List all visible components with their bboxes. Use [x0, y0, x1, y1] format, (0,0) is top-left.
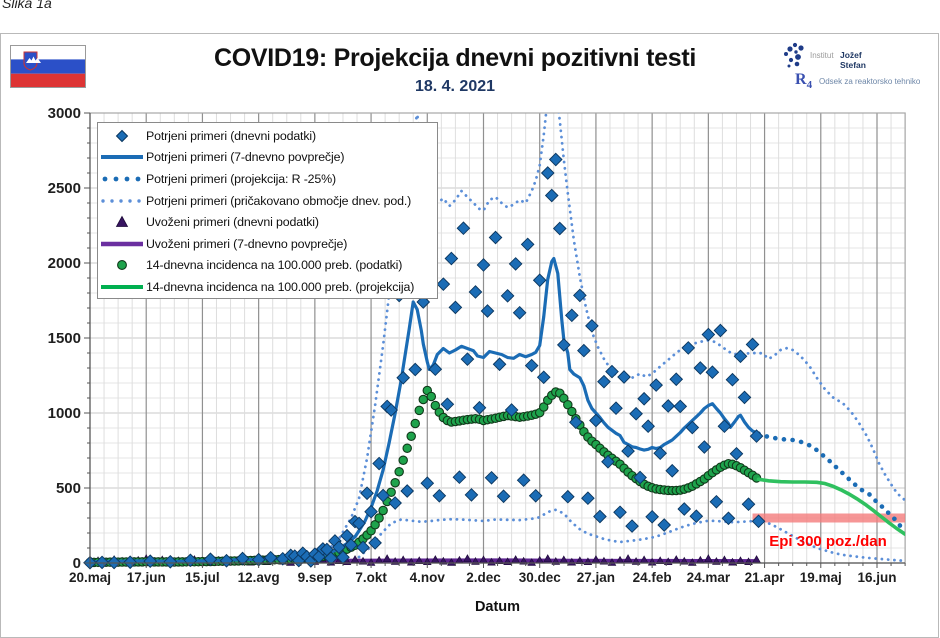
- ijs-name-label: Jožef Stefan: [840, 50, 866, 70]
- legend-item: Potrjeni primeri (dnevni podatki): [98, 125, 437, 147]
- y-tick-label: 0: [73, 555, 81, 572]
- legend-item: 14-dnevna incidenca na 100.000 preb. (pr…: [98, 276, 437, 298]
- chart-title: COVID19: Projekcija dnevni pozitivni tes…: [214, 44, 696, 72]
- chart-date: 18. 4. 2021: [414, 78, 496, 95]
- x-tick-label: 24.mar: [687, 570, 731, 585]
- coat-of-arms-icon: [23, 51, 41, 71]
- legend-item-label: Potrjeni primeri (dnevni podatki): [146, 128, 316, 143]
- legend-symbol-dots-bold-icon: [98, 172, 146, 186]
- legend-symbol-line-icon: [98, 280, 146, 294]
- y-tick-label: 1000: [48, 405, 81, 422]
- x-tick-label: 27.jan: [577, 570, 615, 585]
- x-axis-title: Datum: [474, 599, 521, 615]
- x-tick-label: 20.maj: [69, 570, 111, 585]
- legend-item-label: 14-dnevna incidenca na 100.000 preb. (po…: [146, 258, 403, 273]
- y-tick-label: 2500: [48, 180, 81, 197]
- legend-symbol-diamond-icon: [98, 129, 146, 143]
- ijs-dots-icon: [784, 42, 804, 68]
- x-tick-label: 15.jul: [185, 570, 220, 585]
- confirmed-avg-line: [90, 256, 760, 563]
- chart-legend: Potrjeni primeri (dnevni podatki) Potrjen…: [97, 122, 438, 299]
- legend-item: Potrjeni primeri (7-dnevno povprečje): [98, 147, 437, 169]
- x-tick-label: 30.dec: [519, 570, 562, 585]
- legend-item-label: Uvoženi primeri (dnevni podatki): [146, 215, 319, 230]
- axes: 0 500 1000 1500 2000 2500 3000 20.maj 17.jun 15.j…: [48, 105, 906, 585]
- legend-symbol-line-icon: [98, 150, 146, 164]
- legend-item-label: Potrjeni primeri (pričakovano območje dn…: [146, 193, 412, 208]
- figure-caption: Slika 1a: [2, 0, 52, 11]
- confirmed-daily-diamonds: [83, 152, 766, 570]
- expected-range-lines: [325, 113, 906, 563]
- ijs-institute-label: Institut: [810, 51, 834, 60]
- legend-symbol-triangle-icon: [98, 215, 146, 229]
- x-tick-label: 24.feb: [633, 570, 672, 585]
- legend-item-label: Potrjeni primeri (projekcija: R -25%): [146, 171, 337, 186]
- x-tick-label: 12.avg: [238, 570, 280, 585]
- x-tick-label: 19.maj: [800, 570, 842, 585]
- x-tick-label: 4.nov: [410, 570, 446, 585]
- legend-item-label: Potrjeni primeri (7-dnevno povprečje): [146, 150, 345, 165]
- slovenia-flag-icon: [10, 45, 86, 88]
- legend-symbol-dots-thin-icon: [98, 194, 146, 208]
- r4-logo: R4: [795, 71, 813, 92]
- x-tick-label: 17.jun: [127, 570, 166, 585]
- x-tick-label: 7.okt: [355, 570, 387, 585]
- legend-item: Potrjeni primeri (projekcija: R -25%): [98, 168, 437, 190]
- legend-symbol-line-bold-icon: [98, 237, 146, 251]
- confirmed-projection-dots: [756, 431, 906, 535]
- legend-item: Uvoženi primeri (7-dnevno povprečje): [98, 233, 437, 255]
- legend-item-label: Uvoženi primeri (7-dnevno povprečje): [146, 236, 348, 251]
- incidence-projection-line: [756, 477, 906, 536]
- legend-item-label: 14-dnevna incidenca na 100.000 preb. (pr…: [146, 279, 415, 294]
- legend-item: Uvoženi primeri (dnevni podatki): [98, 211, 437, 233]
- epi-threshold-label: Epi 300 poz./dan: [769, 533, 887, 550]
- x-tick-label: 21.apr: [745, 570, 786, 585]
- y-tick-label: 1500: [48, 330, 81, 347]
- y-tick-label: 2000: [48, 255, 81, 272]
- x-tick-label: 2.dec: [466, 570, 501, 585]
- legend-item: 14-dnevna incidenca na 100.000 preb. (po…: [98, 255, 437, 277]
- epi-threshold-band: [752, 513, 906, 523]
- ijs-department-label: Odsek za reaktorsko tehniko: [819, 77, 921, 86]
- x-tick-label: 9.sep: [298, 570, 333, 585]
- legend-symbol-circle-icon: [98, 258, 146, 272]
- y-tick-label: 500: [56, 480, 81, 497]
- y-tick-label: 3000: [48, 105, 81, 122]
- x-tick-label: 16.jun: [857, 570, 896, 585]
- legend-item: Potrjeni primeri (pričakovano območje dn…: [98, 190, 437, 212]
